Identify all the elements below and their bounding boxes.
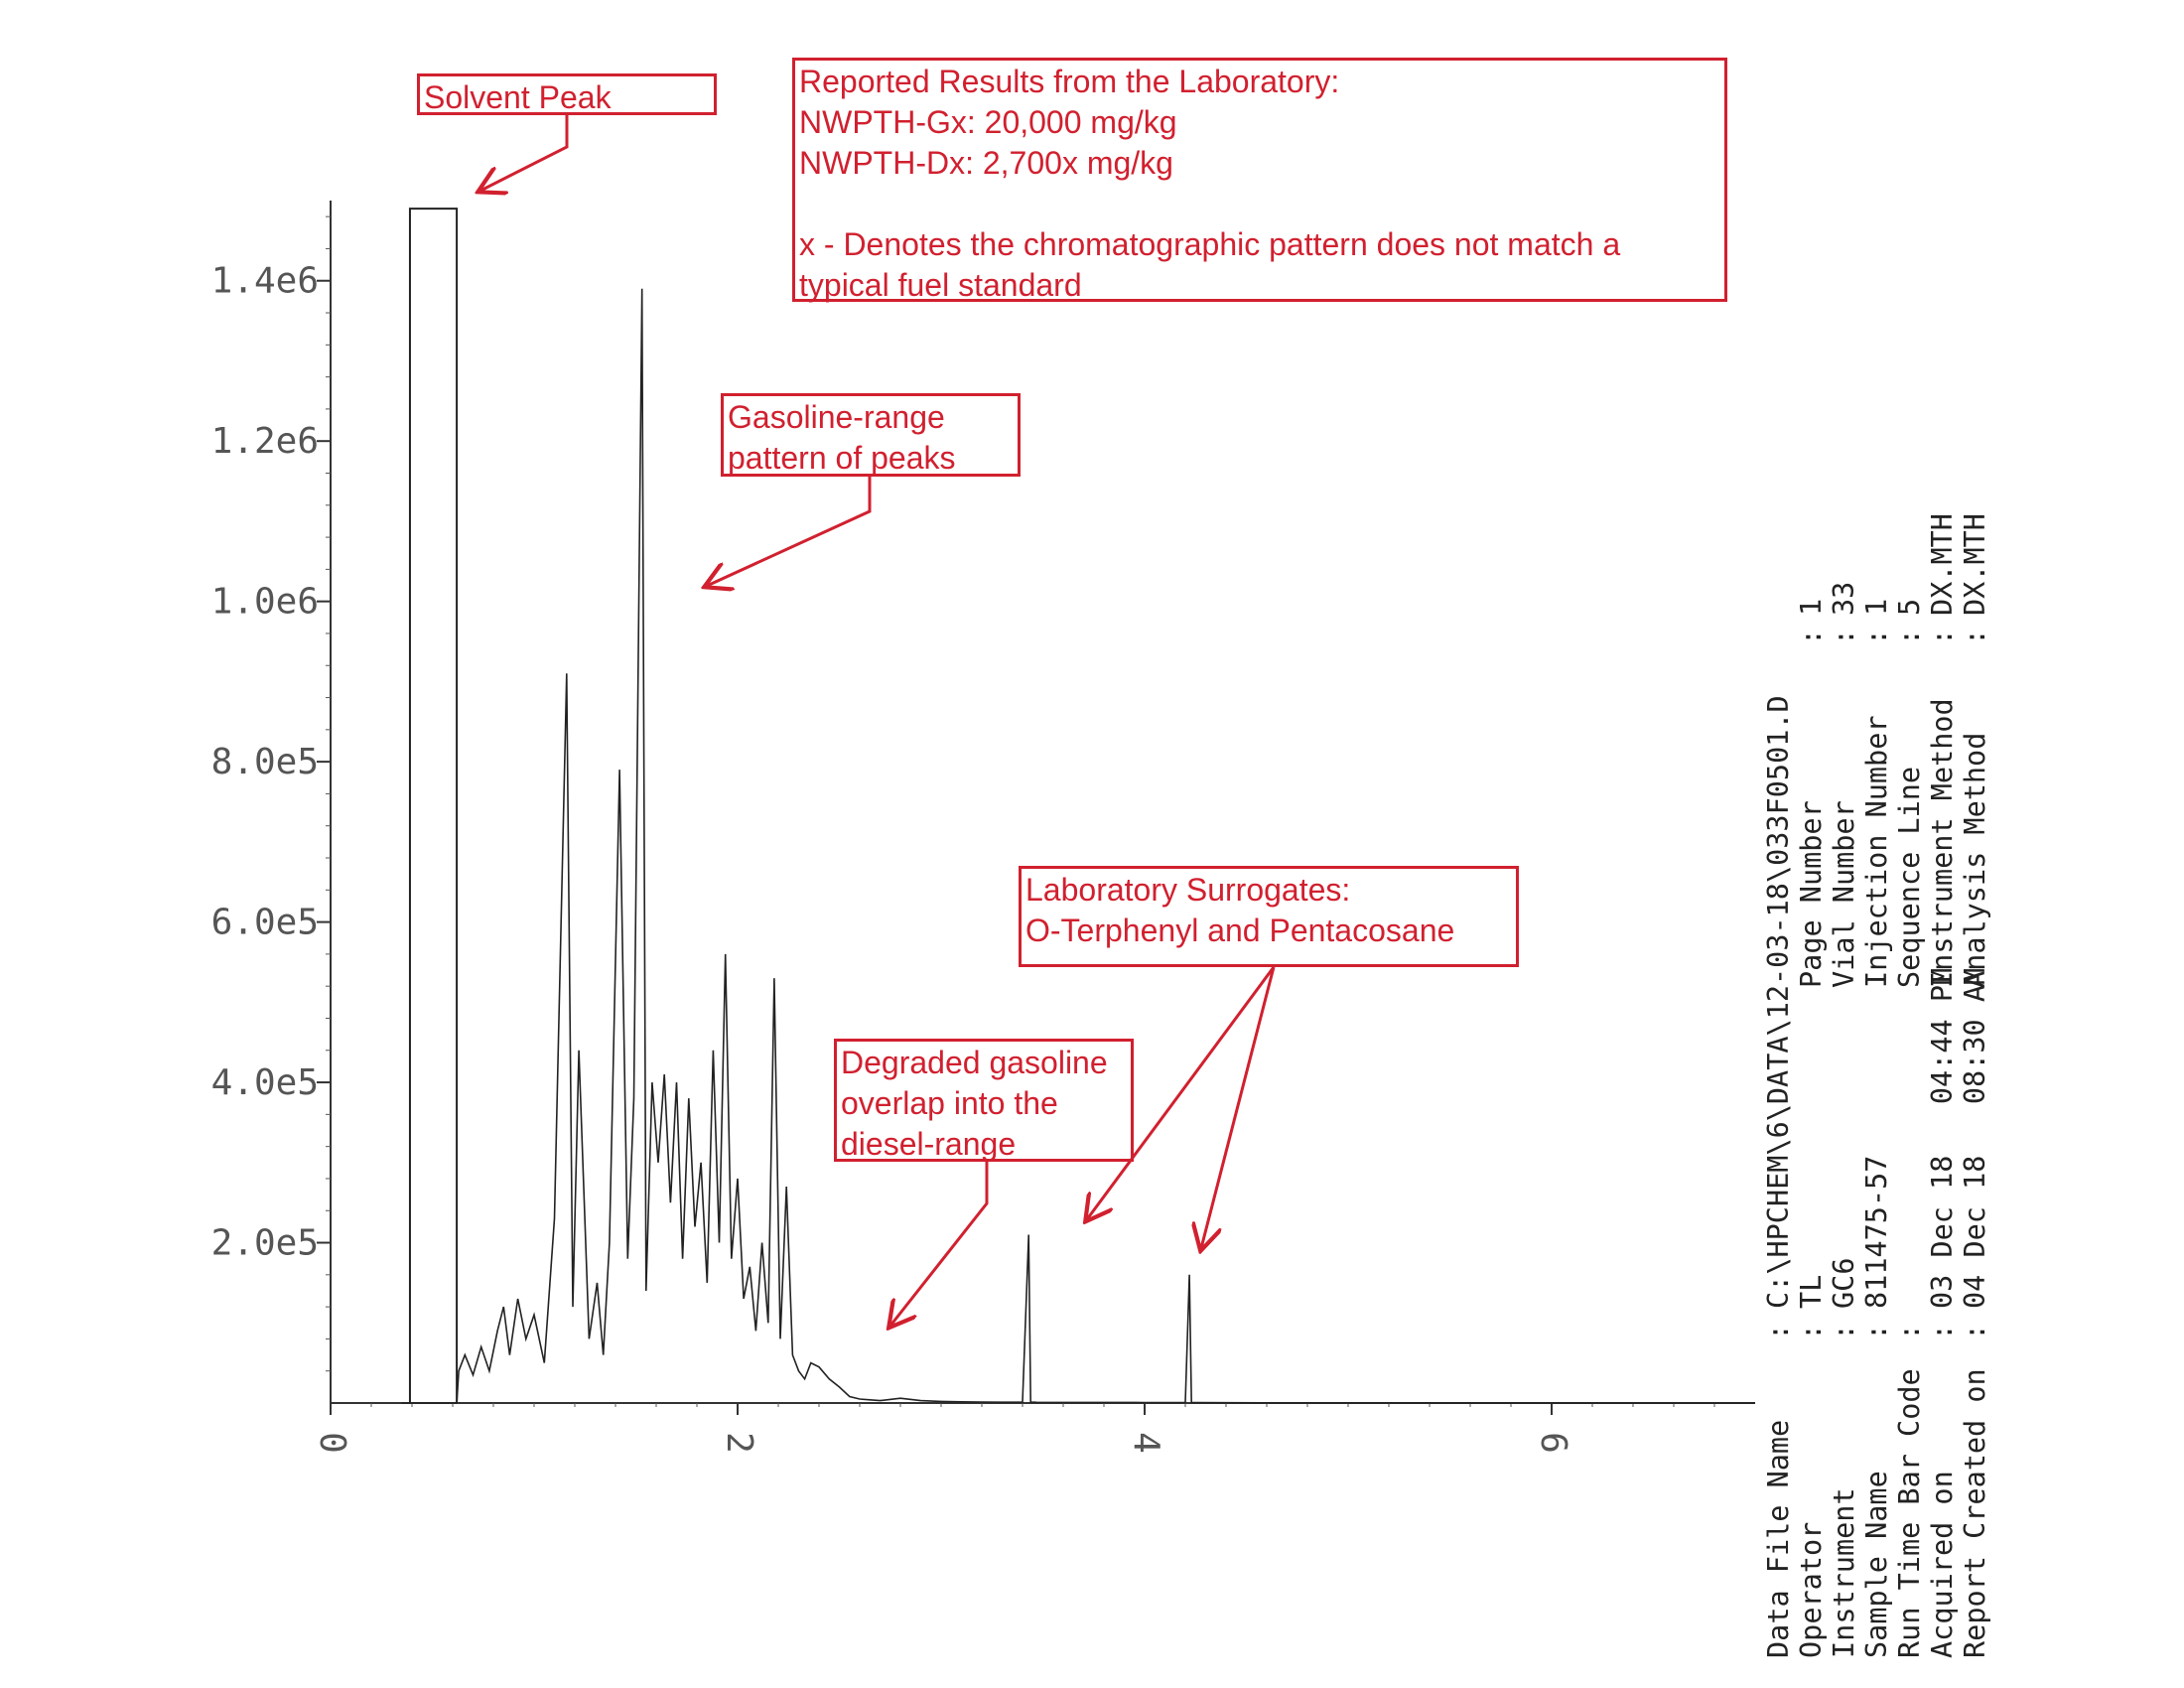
annotation-line: Laboratory Surrogates: bbox=[1025, 872, 1351, 908]
info-colon: : bbox=[1828, 1323, 1860, 1340]
solvent-peak-mark bbox=[408, 208, 459, 1403]
annotation-line: overlap into the bbox=[841, 1085, 1058, 1121]
gasoline-arrow bbox=[707, 477, 872, 586]
info-colon2: : bbox=[1795, 628, 1828, 645]
annotation-line: Reported Results from the Laboratory: bbox=[799, 64, 1340, 99]
info-colon: : bbox=[1795, 1323, 1828, 1340]
info-row-operator: Operator: TL Page Number: 1 bbox=[1795, 516, 1828, 1658]
x-tick-label: 0 bbox=[312, 1432, 352, 1454]
annotation-line: Solvent Peak bbox=[424, 79, 612, 115]
info-value: C:\HPCHEM\6\DATA\12-03-18\033F0501.D bbox=[1762, 695, 1795, 1309]
annotation-line: Gasoline-range bbox=[728, 399, 945, 435]
info-row-instrument: Instrument: GC6 Vial Number: 33 bbox=[1828, 516, 1860, 1658]
y-tick-label: 8.0e5 bbox=[211, 742, 319, 782]
annotation-line: typical fuel standard bbox=[799, 267, 1082, 303]
annotation-line: O-Terphenyl and Pentacosane bbox=[1025, 913, 1455, 948]
annotation-line bbox=[799, 184, 1720, 224]
info-colon2: : bbox=[1828, 628, 1860, 645]
info-value2: 1 bbox=[1860, 598, 1893, 616]
surrogates-annotation: Laboratory Surrogates: O-Terphenyl and P… bbox=[1019, 866, 1519, 967]
y-tick-label: 4.0e5 bbox=[211, 1062, 319, 1103]
annotation-line: x - Denotes the chromatographic pattern … bbox=[799, 226, 1621, 262]
info-value: 03 Dec 18 04:44 PM bbox=[1926, 967, 1959, 1309]
y-tick-label: 1.2e6 bbox=[211, 421, 319, 462]
info-row-report-created: Report Created on: 04 Dec 18 08:30 AM Ana… bbox=[1959, 513, 1991, 1658]
info-value: 811475-57 bbox=[1860, 1155, 1893, 1309]
annotation-line: NWPTH-Gx: 20,000 mg/kg bbox=[799, 104, 1177, 140]
info-key2: Vial Number bbox=[1828, 800, 1860, 988]
info-value2: DX.MTH bbox=[1959, 513, 1991, 616]
info-key2: Page Number bbox=[1795, 800, 1828, 988]
info-colon2: : bbox=[1926, 628, 1959, 645]
info-colon: : bbox=[1959, 1323, 1991, 1340]
info-colon: : bbox=[1762, 1323, 1795, 1340]
degraded-arrow bbox=[890, 1162, 989, 1326]
series-line-signal bbox=[401, 288, 1755, 1404]
axes bbox=[330, 201, 1755, 1404]
y-tick-label: 1.4e6 bbox=[211, 261, 319, 302]
info-colon: : bbox=[1926, 1323, 1959, 1340]
annotation-line: Degraded gasoline bbox=[841, 1045, 1108, 1080]
info-value2: 1 bbox=[1795, 598, 1828, 616]
info-key: Acquired on bbox=[1926, 1471, 1959, 1658]
info-value: 04 Dec 18 08:30 AM bbox=[1959, 967, 1991, 1309]
info-colon: : bbox=[1893, 1323, 1926, 1340]
info-key: Run Time Bar Code bbox=[1893, 1368, 1926, 1658]
info-key2: Sequence Line bbox=[1893, 766, 1926, 988]
info-value: TL bbox=[1795, 1274, 1828, 1309]
info-key: Instrument bbox=[1828, 1487, 1860, 1658]
info-key: Sample Name bbox=[1860, 1471, 1893, 1658]
series-group bbox=[401, 208, 1755, 1404]
info-colon2: : bbox=[1860, 628, 1893, 645]
info-value: GC6 bbox=[1828, 1257, 1860, 1309]
info-row-barcode: Run Time Bar Code: Sequence Line: 5 bbox=[1893, 516, 1926, 1658]
y-tick-label: 2.0e5 bbox=[211, 1223, 319, 1264]
y-tick-label: 6.0e5 bbox=[211, 903, 319, 943]
y-tick-label: 1.0e6 bbox=[211, 582, 319, 623]
annotation-line: pattern of peaks bbox=[728, 440, 956, 476]
gasoline-range-annotation: Gasoline-range pattern of peaks bbox=[721, 393, 1021, 477]
annotation-line: NWPTH-Dx: 2,700x mg/kg bbox=[799, 145, 1173, 181]
info-key: Report Created on bbox=[1959, 1368, 1991, 1658]
info-key: Operator bbox=[1795, 1521, 1828, 1658]
solvent-arrow bbox=[480, 115, 569, 191]
info-colon2: : bbox=[1959, 628, 1991, 645]
info-value2: 5 bbox=[1893, 598, 1926, 616]
info-value2: DX.MTH bbox=[1926, 513, 1959, 616]
info-row-data-file: Data File Name: C:\HPCHEM\6\DATA\12-03-18… bbox=[1762, 516, 1795, 1658]
x-tick-label: 6 bbox=[1533, 1432, 1573, 1454]
info-key2: Instrument Method bbox=[1926, 698, 1959, 988]
surrogate-arrow-1 bbox=[1087, 966, 1276, 1219]
info-row-sample-name: Sample Name: 811475-57 Injection Number: 1 bbox=[1860, 516, 1893, 1658]
info-row-acquired: Acquired on: 03 Dec 18 04:44 PM Instrumen… bbox=[1926, 513, 1959, 1658]
info-colon2: : bbox=[1893, 628, 1926, 645]
info-colon: : bbox=[1860, 1323, 1893, 1340]
info-value2: 33 bbox=[1828, 581, 1860, 616]
axis-ticks: 2.0e5 4.0e5 6.0e5 8.0e5 1.0e6 1.2e6 1.4e6 0 2 4 6 bbox=[211, 215, 1715, 1454]
info-key2: Injection Number bbox=[1860, 715, 1893, 988]
info-key: Data File Name bbox=[1762, 1419, 1795, 1658]
annotation-arrows bbox=[480, 115, 1276, 1326]
annotation-line: diesel-range bbox=[841, 1126, 1017, 1162]
x-tick-label: 2 bbox=[719, 1432, 759, 1454]
info-key2: Analysis Method bbox=[1959, 732, 1991, 988]
solvent-peak-annotation: Solvent Peak bbox=[417, 73, 717, 115]
reported-results-annotation: Reported Results from the Laboratory: NW… bbox=[792, 58, 1727, 303]
degraded-gasoline-annotation: Degraded gasoline overlap into the diese… bbox=[834, 1039, 1134, 1162]
x-tick-label: 4 bbox=[1126, 1432, 1166, 1454]
surrogate-arrow-2 bbox=[1201, 966, 1276, 1248]
